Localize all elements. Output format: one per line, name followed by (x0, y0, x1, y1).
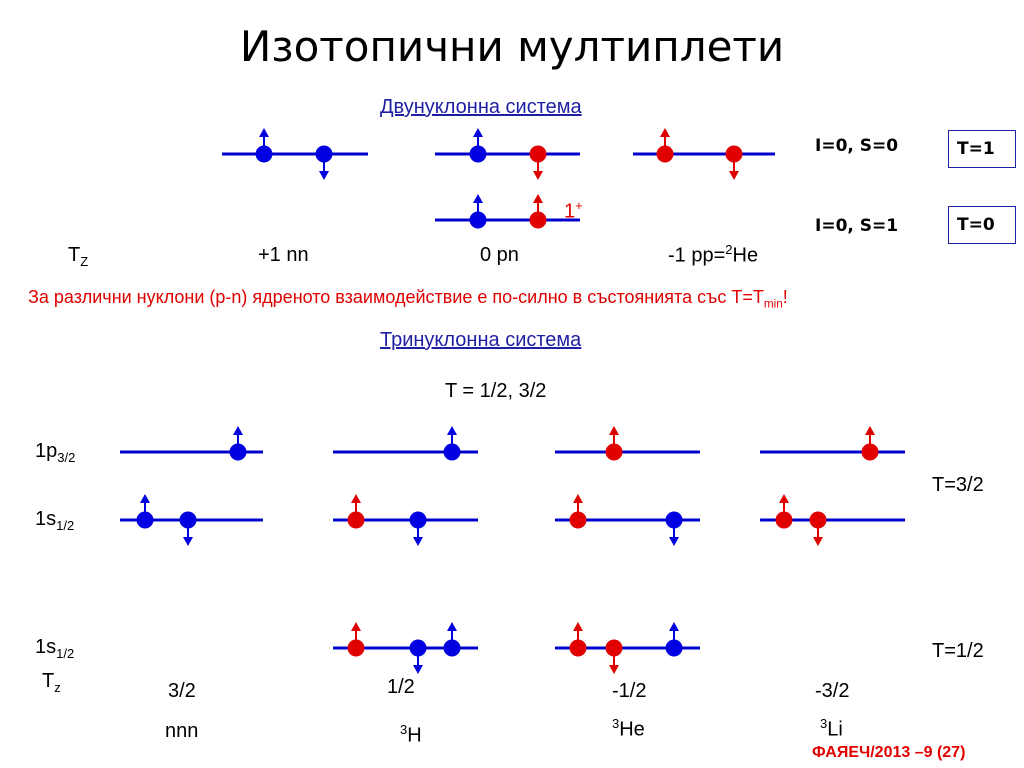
proton-dot (347, 511, 365, 529)
tz-pp: -1 pp=2He (668, 242, 759, 267)
level-label-1p: 1p3/2 (35, 440, 76, 465)
nucleus-3h: 3H (400, 722, 422, 747)
tz-label-bottom: Tz (42, 670, 61, 695)
neutron-spin-up-arrow (140, 494, 150, 503)
two-nucleon-heading: Двунуклонна система (380, 96, 582, 118)
neutron-spin-up-arrow (259, 128, 269, 137)
neutron-dot (255, 145, 273, 163)
tz-label-top: TZ (68, 244, 89, 269)
t-one-half: T=1/2 (932, 640, 984, 662)
footer-citation: ФАЯЕЧ/2013 –9 (27) (812, 744, 966, 761)
state2-T-box: T=0 (948, 206, 1016, 244)
proton-dot (775, 511, 793, 529)
proton-dot (861, 443, 879, 461)
proton-spin-down-arrow (533, 171, 543, 180)
proton-spin-down-arrow (729, 171, 739, 180)
neutron-spin-down-arrow (669, 537, 679, 546)
tz-value-2: 1/2 (387, 676, 415, 698)
proton-spin-up-arrow (533, 194, 543, 203)
proton-spin-up-arrow (660, 128, 670, 137)
neutron-dot (443, 443, 461, 461)
neutron-dot (469, 145, 487, 163)
proton-spin-up-arrow (351, 494, 361, 503)
level-label-1s-lower: 1s1/2 (35, 636, 75, 661)
proton-dot (569, 511, 587, 529)
proton-dot (605, 443, 623, 461)
spin-parity-label: 1+ (564, 198, 583, 223)
level-label-1s: 1s1/2 (35, 508, 75, 533)
neutron-spin-up-arrow (233, 426, 243, 435)
statement-text: За различни нуклони (p-n) ядреното взаим… (28, 287, 788, 311)
neutron-dot (665, 511, 683, 529)
neutron-dot (443, 639, 461, 657)
neutron-dot (665, 639, 683, 657)
nucleus-nnn: nnn (165, 720, 199, 742)
proton-spin-up-arrow (609, 426, 619, 435)
proton-spin-up-arrow (573, 622, 583, 631)
proton-dot (569, 639, 587, 657)
proton-spin-up-arrow (865, 426, 875, 435)
page-title: Изотопични мултиплети (239, 22, 785, 71)
neutron-spin-up-arrow (447, 622, 457, 631)
neutron-dot (229, 443, 247, 461)
proton-dot (347, 639, 365, 657)
neutron-spin-up-arrow (447, 426, 457, 435)
neutron-dot (409, 511, 427, 529)
nucleus-3li: 3Li (820, 716, 843, 741)
neutron-dot (136, 511, 154, 529)
neutron-spin-up-arrow (473, 194, 483, 203)
proton-spin-up-arrow (573, 494, 583, 503)
tz-value-4: -3/2 (815, 680, 850, 702)
proton-spin-up-arrow (779, 494, 789, 503)
tz-value-1: 3/2 (168, 680, 196, 702)
proton-dot (809, 511, 827, 529)
neutron-spin-up-arrow (669, 622, 679, 631)
state2-label: I=0, S=1 (815, 216, 899, 236)
proton-dot (725, 145, 743, 163)
proton-dot (656, 145, 674, 163)
neutron-spin-down-arrow (183, 537, 193, 546)
proton-spin-down-arrow (813, 537, 823, 546)
neutron-dot (315, 145, 333, 163)
three-nucleon-heading: Тринуклонна система (380, 329, 582, 351)
neutron-dot (179, 511, 197, 529)
proton-dot (529, 145, 547, 163)
neutron-spin-down-arrow (413, 537, 423, 546)
t-three-halves: T=3/2 (932, 474, 984, 496)
tz-nn: +1 nn (258, 244, 309, 266)
tz-pn: 0 pn (480, 244, 519, 266)
neutron-spin-down-arrow (319, 171, 329, 180)
neutron-spin-down-arrow (413, 665, 423, 674)
proton-spin-down-arrow (609, 665, 619, 674)
state1-T-box: T=1 (948, 130, 1016, 168)
proton-spin-up-arrow (351, 622, 361, 631)
state1-label: I=0, S=0 (815, 136, 899, 156)
proton-dot (605, 639, 623, 657)
neutron-dot (469, 211, 487, 229)
neutron-spin-up-arrow (473, 128, 483, 137)
t-values: T = 1/2, 3/2 (445, 380, 547, 402)
proton-dot (529, 211, 547, 229)
neutron-dot (409, 639, 427, 657)
tz-value-3: -1/2 (612, 680, 647, 702)
nucleus-3he: 3He (612, 716, 645, 741)
